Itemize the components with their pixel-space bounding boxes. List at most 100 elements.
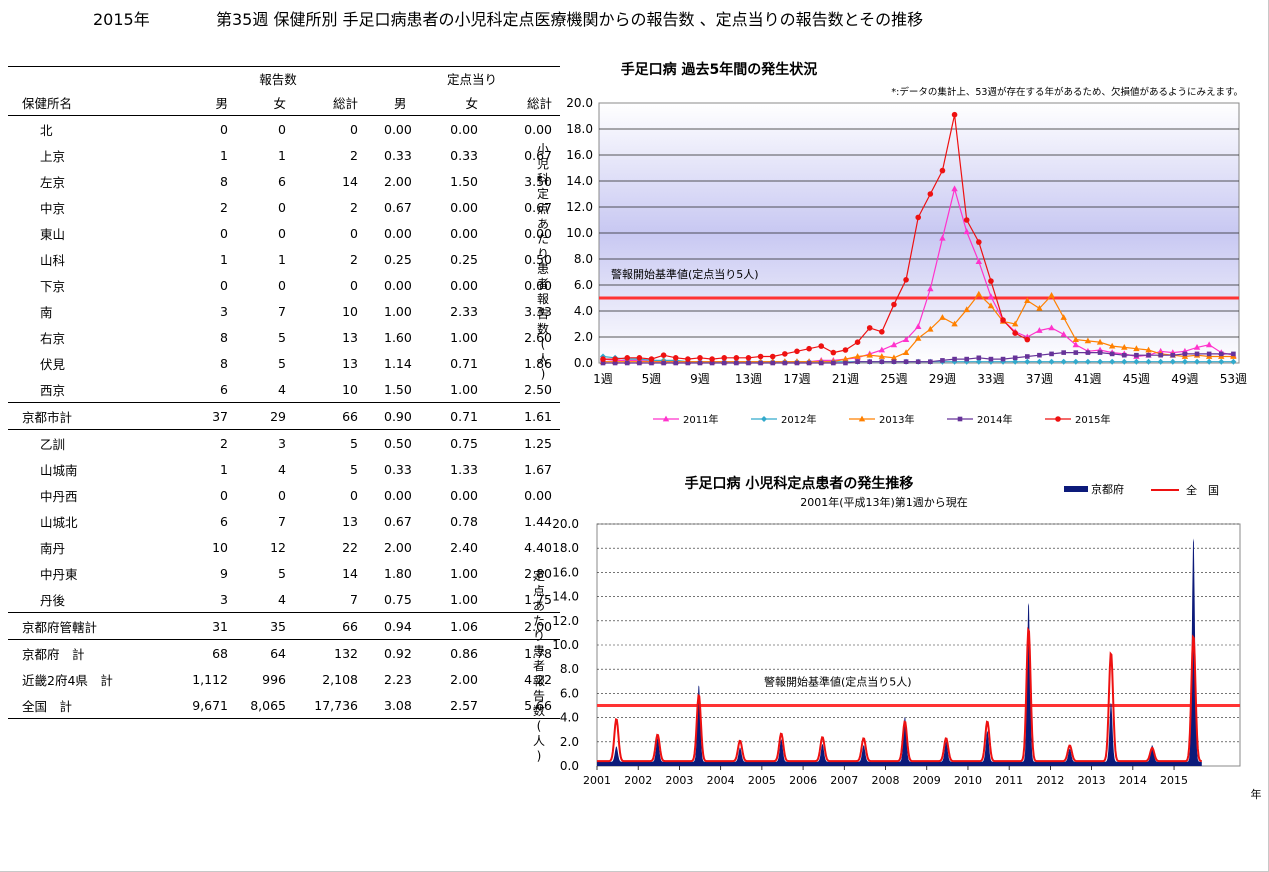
row-name: 乙訓 (8, 429, 190, 456)
data-point (939, 234, 946, 241)
cell-female: 35 (242, 612, 304, 640)
table-row: 京都府管轄計 31 35 66 0.94 1.06 2.00 (8, 612, 560, 640)
cell-male: 9 (220, 565, 228, 581)
data-point (1024, 336, 1031, 343)
cell-per-total: 2.50 (524, 381, 552, 397)
data-point (1097, 350, 1103, 355)
data-point (1049, 351, 1054, 357)
cell-total: 2 (350, 251, 358, 267)
data-point (1000, 356, 1006, 362)
y-axis-label-char: 数 (533, 703, 545, 718)
row-name: 中京 (40, 200, 66, 216)
data-point (855, 359, 860, 364)
data-point (890, 341, 898, 348)
table-row: 中京 2 0 2 0.67 0.00 0.67 (8, 194, 560, 220)
data-point (963, 306, 970, 313)
data-point (866, 351, 873, 358)
data-point (757, 353, 764, 360)
cell-male: 2 (220, 199, 228, 215)
data-point (915, 334, 922, 341)
per-sentinel-group-header: 定点当り (384, 66, 560, 89)
data-point (1048, 324, 1055, 331)
data-point (721, 355, 728, 361)
data-point (1060, 331, 1067, 337)
data-point (1181, 358, 1188, 365)
row-name: 南丹 (40, 540, 66, 556)
cell-total: 13 (342, 329, 358, 345)
data-point (1146, 352, 1151, 358)
y-axis-label-char: 患 (533, 644, 545, 658)
cell-per-male: 1.60 (384, 329, 412, 345)
table-row: 西京 6 4 10 1.50 1.00 2.50 (8, 376, 560, 403)
row-name: 山城北 (40, 514, 78, 530)
cell-female: 12 (270, 539, 286, 555)
cell-total: 0 (350, 121, 358, 137)
cell-male: 6 (220, 513, 228, 529)
data-point (818, 360, 824, 366)
x-tick-label: 2005 (748, 774, 776, 787)
x-tick-label: 2003 (665, 774, 693, 787)
data-point (1096, 338, 1104, 345)
y-axis-label-char: ) (541, 367, 546, 381)
cell-male: 2 (190, 429, 242, 456)
legend-marker (662, 415, 670, 422)
x-tick-label: 2001 (583, 774, 611, 787)
y-tick-label: 0.0 (574, 356, 593, 370)
data-point (709, 360, 715, 366)
data-point (782, 351, 788, 357)
cell-per-total: 0.00 (524, 487, 552, 503)
cell-male: 0 (220, 121, 228, 137)
data-point (637, 360, 642, 366)
report-table: 報告数 定点当り 保健所名 男 女 総計 男 女 総計 北 0 0 0 0.00 0.00… (8, 66, 560, 719)
y-tick-label: 20.0 (552, 517, 579, 531)
data-point (987, 293, 995, 300)
y-axis-label-char: 告 (533, 689, 545, 703)
data-point (1206, 351, 1212, 357)
cell-male: 10 (212, 539, 228, 555)
row-name: 右京 (40, 330, 66, 346)
data-point (975, 358, 982, 365)
data-point (612, 356, 618, 362)
cell-per-total: 4.40 (524, 539, 552, 555)
data-point (830, 349, 837, 356)
data-point (1012, 330, 1018, 336)
cell-male: 8 (220, 329, 228, 345)
cell-per-male: 0.94 (384, 612, 436, 640)
y-axis-label-char: 定 (533, 568, 545, 583)
data-point (903, 359, 909, 364)
x-tick-label: 9週 (690, 372, 710, 386)
data-point (1182, 351, 1188, 357)
cell-per-total: 1.67 (524, 461, 552, 477)
data-point (963, 228, 970, 235)
data-point (794, 348, 800, 355)
cell-per-male: 0.67 (384, 199, 412, 215)
data-point (951, 320, 958, 327)
cell-female: 29 (242, 402, 304, 430)
row-name: 京都府 計 (8, 639, 190, 666)
data-point (818, 343, 825, 349)
data-point (794, 360, 800, 366)
table-row: 伏見 8 5 13 1.14 0.71 1.86 (8, 350, 560, 376)
data-point (1037, 352, 1042, 358)
x-tick-label: 5週 (642, 372, 662, 386)
legend-marker (858, 415, 866, 422)
data-point (1097, 358, 1104, 365)
table-row: 左京 8 6 14 2.00 1.50 3.50 (8, 168, 560, 194)
y-axis-label-char: り (537, 247, 549, 261)
x-axis-label: 年 (1251, 787, 1262, 801)
x-tick-label: 2012 (1036, 774, 1064, 787)
chart1-title: 手足口病 過去5年間の発生状況 (621, 61, 818, 78)
data-point (891, 359, 897, 364)
cell-male: 9,671 (190, 692, 242, 719)
y-tick-label: 16.0 (552, 565, 579, 579)
data-point (879, 329, 885, 335)
data-point (1134, 352, 1139, 358)
cell-per-female: 0.00 (450, 277, 478, 293)
data-point (1157, 358, 1164, 365)
y-axis-label-char: 人 (537, 352, 549, 366)
cell-female: 5 (278, 329, 286, 345)
cell-per-female: 1.00 (450, 565, 478, 581)
data-point (866, 325, 873, 331)
y-tick-label: 16.0 (566, 148, 593, 162)
cell-total: 2 (350, 199, 358, 215)
